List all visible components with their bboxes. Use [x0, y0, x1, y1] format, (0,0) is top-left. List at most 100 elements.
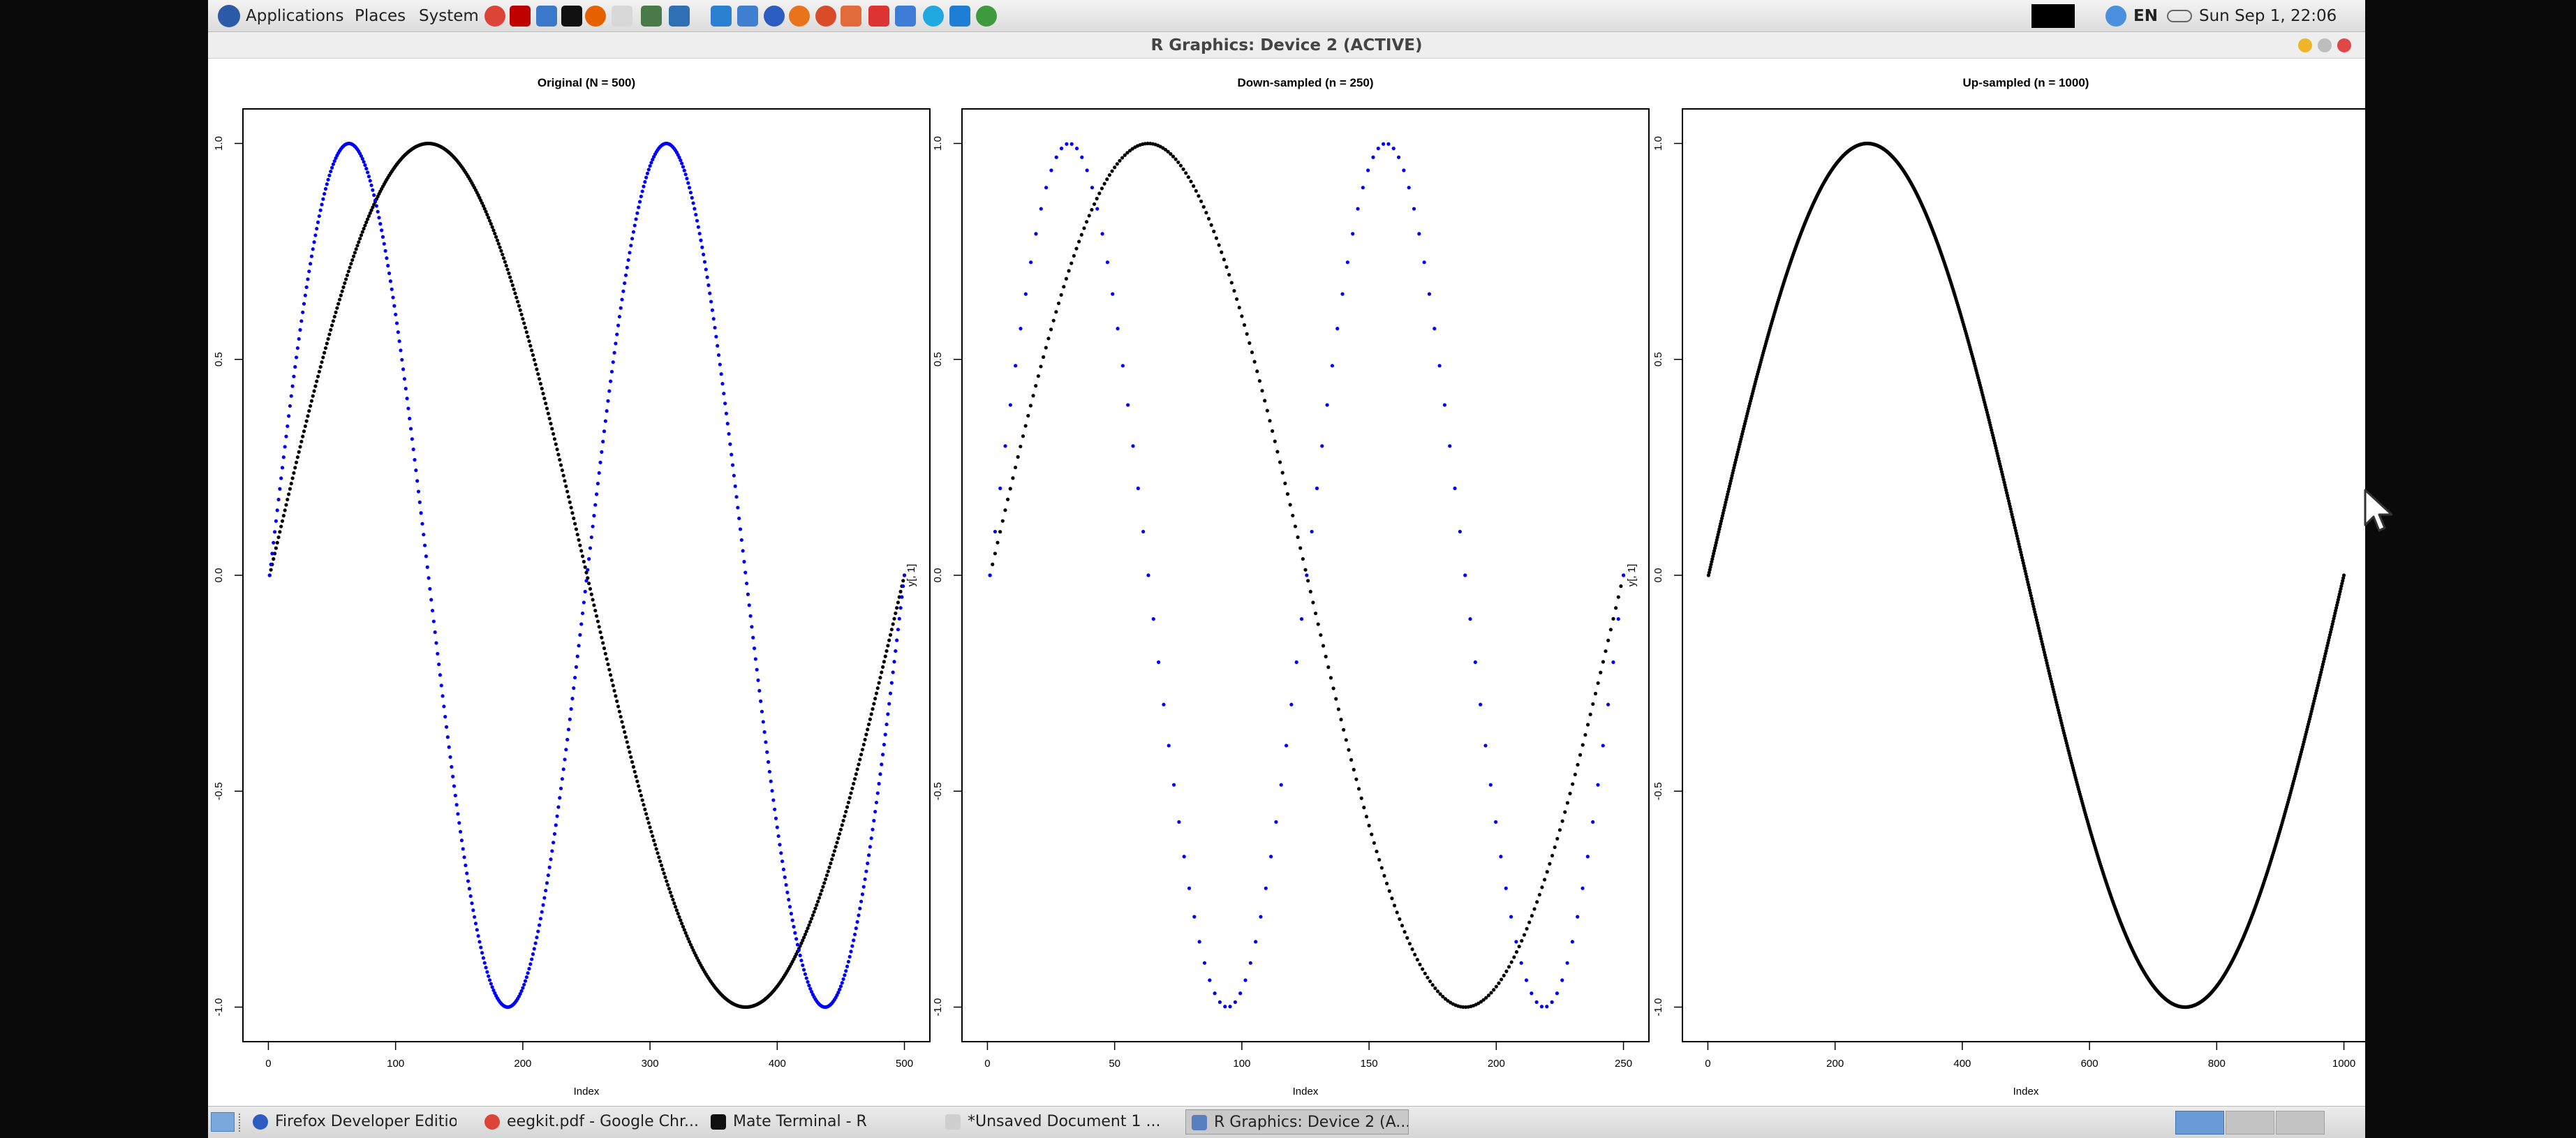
- data-point: [397, 339, 401, 343]
- data-point: [306, 277, 310, 281]
- menu-places[interactable]: Places: [355, 7, 406, 25]
- data-point: [298, 445, 302, 449]
- apps-icon[interactable]: [815, 6, 836, 27]
- data-point: [863, 737, 867, 741]
- data-point: [1386, 142, 1391, 146]
- workspace-1[interactable]: [2175, 1111, 2224, 1135]
- data-point: [363, 223, 367, 228]
- network-icon[interactable]: [669, 6, 690, 27]
- data-point: [719, 372, 723, 376]
- clock[interactable]: Sun Sep 1, 22:06: [2199, 7, 2337, 25]
- data-point: [619, 306, 623, 310]
- menu-applications[interactable]: Applications: [246, 7, 344, 25]
- data-point: [639, 793, 643, 798]
- data-point: [448, 755, 452, 759]
- browser-green-icon[interactable]: [976, 6, 997, 27]
- data-point: [818, 892, 822, 896]
- data-point: [574, 527, 579, 531]
- data-point: [896, 628, 901, 632]
- tools-icon[interactable]: [841, 6, 861, 27]
- rstudio-icon[interactable]: [711, 6, 732, 27]
- data-point: [646, 168, 651, 172]
- data-point: [669, 894, 674, 899]
- data-point: [1248, 341, 1252, 345]
- data-point: [609, 379, 613, 383]
- x-tick-label: 150: [1361, 1058, 1378, 1070]
- monitor-icon[interactable]: [536, 6, 557, 27]
- data-point: [710, 308, 715, 312]
- network-indicator-icon[interactable]: [2167, 10, 2192, 22]
- data-point: [575, 654, 579, 658]
- data-point: [1248, 961, 1252, 965]
- data-point: [1268, 855, 1273, 859]
- data-point: [320, 202, 324, 207]
- fedora-logo-icon[interactable]: [218, 5, 240, 27]
- menu-system[interactable]: System: [419, 7, 479, 25]
- text-editor-icon: [945, 1114, 961, 1130]
- folder-icon[interactable]: [895, 6, 916, 27]
- data-point: [1565, 801, 1569, 805]
- data-point: [1097, 191, 1102, 195]
- data-point: [793, 931, 797, 935]
- data-point: [1591, 702, 1595, 707]
- firefox-alt-icon[interactable]: [789, 6, 810, 27]
- workspace-3[interactable]: [2276, 1111, 2325, 1135]
- data-point: [1044, 186, 1049, 190]
- data-point: [1003, 508, 1007, 512]
- firefox-icon[interactable]: [585, 6, 606, 27]
- data-point: [634, 774, 638, 778]
- text-editor-icon[interactable]: [612, 6, 632, 27]
- taskbar-item[interactable]: Mate Terminal - R: [705, 1109, 935, 1135]
- data-point: [430, 608, 435, 613]
- taskbar-item[interactable]: R Graphics: Device 2 (A...: [1185, 1109, 1409, 1135]
- data-point: [1265, 408, 1269, 413]
- mail-icon[interactable]: [868, 6, 889, 27]
- chrome-icon[interactable]: [484, 6, 505, 27]
- data-point: [598, 460, 602, 464]
- window-title-bar[interactable]: R Graphics: Device 2 (ACTIVE): [208, 32, 2365, 59]
- data-point: [683, 172, 688, 177]
- taskbar-item[interactable]: Firefox Developer Edition: [247, 1109, 457, 1135]
- data-point: [365, 217, 370, 221]
- files-icon[interactable]: [737, 6, 758, 27]
- keyboard-layout-indicator[interactable]: EN: [2133, 7, 2158, 25]
- skype-icon[interactable]: [923, 6, 944, 27]
- data-point: [880, 670, 884, 674]
- data-point: [889, 628, 894, 632]
- x-tick-label: 600: [2081, 1058, 2098, 1070]
- data-point: [493, 231, 497, 236]
- data-point: [284, 503, 288, 507]
- terminal-icon[interactable]: [561, 6, 582, 27]
- data-point: [385, 256, 389, 260]
- taskbar-item[interactable]: *Unsaved Document 1 ...: [940, 1109, 1184, 1135]
- data-point: [2341, 573, 2346, 577]
- indicator-applet[interactable]: [2031, 4, 2075, 28]
- minimize-button[interactable]: [2298, 38, 2312, 52]
- data-point: [294, 460, 299, 464]
- data-point: [702, 252, 706, 257]
- data-point: [323, 346, 328, 350]
- data-point: [875, 791, 880, 795]
- close-button[interactable]: [2337, 38, 2351, 52]
- data-point: [473, 922, 478, 926]
- data-point: [283, 445, 287, 449]
- data-point: [725, 422, 730, 426]
- data-point: [289, 482, 293, 486]
- data-point: [808, 986, 813, 991]
- data-point: [1614, 606, 1618, 610]
- data-point: [601, 641, 605, 645]
- data-point: [1377, 857, 1382, 862]
- image-viewer-icon[interactable]: [641, 6, 662, 27]
- taskbar-item[interactable]: eegkit.pdf - Google Chr...: [479, 1109, 702, 1135]
- filezilla-icon[interactable]: [510, 6, 531, 27]
- data-point: [849, 791, 853, 795]
- shield-icon[interactable]: [2105, 6, 2126, 27]
- data-point: [1481, 998, 1486, 1002]
- vscode-icon[interactable]: [949, 6, 970, 27]
- maximize-button[interactable]: [2318, 38, 2332, 52]
- workspace-2[interactable]: [2226, 1111, 2274, 1135]
- data-point: [1352, 767, 1356, 771]
- data-point: [532, 947, 536, 951]
- show-desktop-icon[interactable]: [211, 1112, 235, 1132]
- firefox-dev-icon[interactable]: [764, 6, 785, 27]
